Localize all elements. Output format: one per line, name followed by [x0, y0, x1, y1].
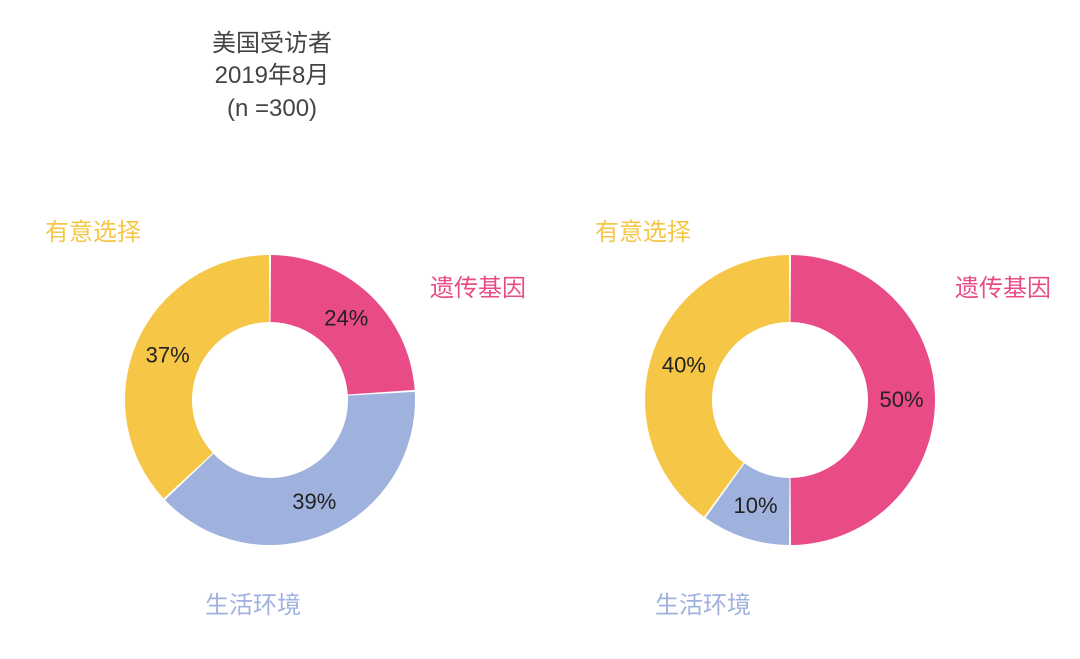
ext-label-right-choice: 有意选择: [595, 212, 691, 247]
pct-label-left-environment: 39%: [292, 489, 336, 514]
ext-label-right-environment: 生活环境: [655, 585, 751, 620]
donut-chart-right: 50% 10% 40%: [635, 245, 945, 555]
ext-label-left-genetics: 遗传基因: [430, 268, 526, 303]
ext-label-right-genetics: 遗传基因: [955, 268, 1051, 303]
slice-left-choice: [125, 255, 269, 499]
pct-label-right-choice: 40%: [662, 352, 706, 377]
ext-label-left-environment: 生活环境: [205, 585, 301, 620]
chart-left-title: 美国受访者 2019年8月 (n =300): [152, 28, 392, 125]
slice-left-environment: [165, 392, 415, 545]
donut-chart-left: 24% 39% 37%: [115, 245, 425, 555]
pct-label-left-choice: 37%: [146, 343, 190, 368]
ext-label-left-choice: 有意选择: [45, 212, 141, 247]
pct-label-right-genetics: 50%: [879, 387, 923, 412]
pct-label-right-environment: 10%: [734, 493, 778, 518]
pct-label-left-genetics: 24%: [324, 306, 368, 331]
